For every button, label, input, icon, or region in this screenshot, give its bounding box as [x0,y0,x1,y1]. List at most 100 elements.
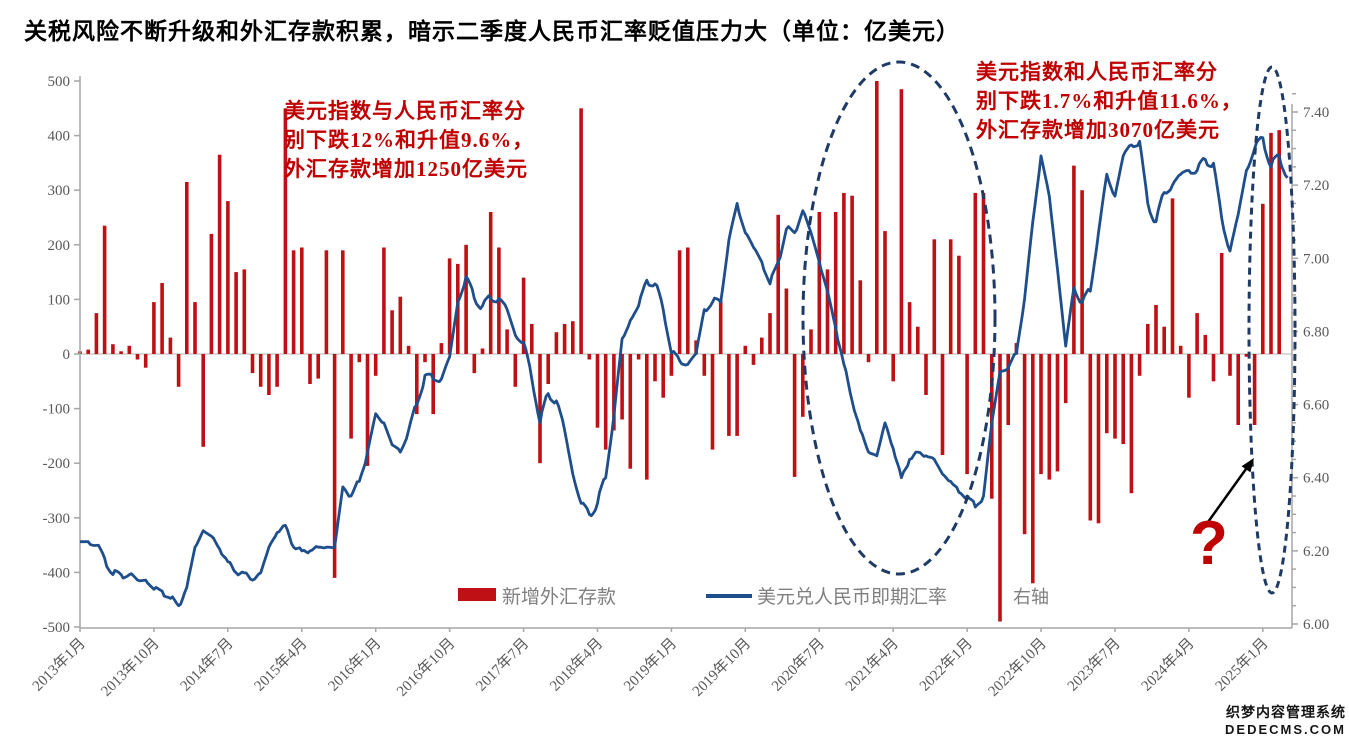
bar [751,354,756,365]
bar [579,108,583,354]
bar [809,329,813,354]
bar [1261,203,1265,354]
bar [258,354,263,387]
bar [899,89,904,354]
bar [464,244,468,354]
bar [341,250,345,354]
bar [1195,313,1199,355]
x-axis-tick-label: 2021年4月 [842,635,902,695]
x-axis-tick-label: 2022年10月 [985,635,1050,700]
bar [760,337,764,354]
bar [1203,334,1208,354]
bar [1269,132,1273,354]
bar [423,354,427,363]
bar [513,354,518,387]
bar [743,345,748,354]
left-axis-tick-label: -200 [43,456,71,472]
bar [686,247,690,354]
bar [1228,354,1232,376]
right-axis-tick-label: 7.00 [1303,251,1329,267]
right-axis-tick-label: 6.40 [1303,471,1329,487]
left-axis [74,76,81,628]
bar [1187,354,1191,398]
x-axis-tick-label: 2025年1月 [1212,635,1272,695]
bar [776,214,780,354]
bar [858,280,863,354]
bar [447,258,452,354]
bar [1162,326,1166,354]
bar [176,354,181,387]
bar [768,313,772,355]
bar [940,354,945,455]
bar [620,354,624,420]
bar [595,354,600,428]
bar [587,354,592,360]
bar [283,108,288,354]
bar [1055,354,1060,472]
bar [242,269,247,354]
bar [603,354,608,450]
bar [702,354,707,376]
bar [398,296,403,354]
bar [1039,354,1043,475]
bar [866,354,871,363]
bar [365,354,370,466]
bar [102,225,107,354]
right-axis-tick-label: 6.00 [1303,617,1329,633]
left-axis-tick-label: 0 [63,347,71,363]
annotation-2015-line3: 外汇存款增加1250亿美元 [284,157,528,181]
bar [390,310,394,354]
bar [1219,253,1224,354]
bar [1252,354,1257,425]
bar [957,255,961,354]
bars-series [78,81,1281,622]
bar [275,354,279,387]
bar [850,195,854,354]
left-axis-tick-label: -500 [43,620,71,636]
bar [300,247,304,354]
bar [546,354,550,384]
bar [932,239,937,354]
bar [1006,354,1010,425]
bar [521,277,526,354]
bar [119,351,123,354]
annotation-2015-line2: 别下跌12%和升值9.6%， [284,128,535,152]
bar [965,354,969,475]
left-axis-tick-label: 400 [48,129,71,145]
right-axis [1291,92,1298,628]
bar [1072,165,1076,354]
left-axis-tick-label: 500 [48,74,71,90]
right-axis-tick-label: 7.40 [1303,105,1329,121]
x-axis-tick-label: 2013年1月 [29,635,89,695]
left-axis-tick-label: -100 [43,402,71,418]
bar [1088,354,1093,521]
bar [291,250,296,354]
line-series-swatch-icon [706,594,752,598]
annotation-2025-line3: 外汇存款增加3070亿美元 [976,118,1220,142]
annotation-2025-period: 美元指数和人民币汇率分 别下跌1.7%和升值11.6%， 外汇存款增加3070亿… [976,58,1243,145]
bar [406,345,411,354]
legend-line-label: 美元兑人民币即期汇率 [757,587,948,608]
rate-line [80,136,1289,608]
bar [907,302,912,354]
bar [833,212,838,354]
x-axis-tick-label: 2024年4月 [1138,635,1198,695]
bar [1146,324,1150,354]
bar [373,354,378,376]
bar [842,192,846,354]
annotation-2025-line2: 别下跌1.7%和升值11.6%， [976,89,1243,113]
x-axis-tick-label: 2019年1月 [620,635,680,695]
bar [538,354,542,464]
bar [431,354,435,415]
bar [792,354,797,477]
bar [382,247,386,354]
bar [1063,354,1068,404]
bar [226,201,230,354]
bar [669,354,674,376]
bar [718,299,723,354]
bar [267,354,271,395]
bar [825,269,830,354]
bar [653,354,657,382]
